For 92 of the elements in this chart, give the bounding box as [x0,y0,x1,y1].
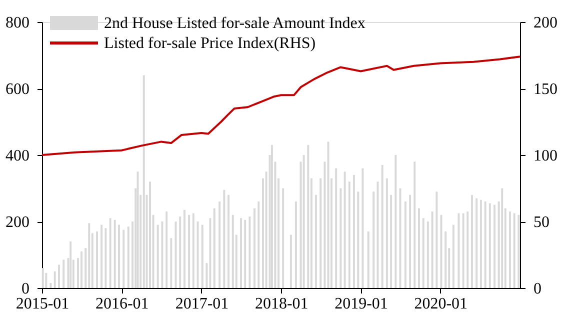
y2-tick-label: 50 [534,214,550,231]
bar [240,218,242,288]
bar [513,213,516,288]
bar [493,204,496,288]
y-tick-label: 400 [6,148,30,164]
bar [436,192,438,288]
bar [196,222,199,288]
bar [307,145,310,288]
bar [192,213,194,288]
bar [501,188,504,288]
y2-tick-label: 0 [534,280,542,298]
bar [409,194,412,288]
bar [348,182,350,288]
bar [458,213,460,288]
bar [431,212,434,288]
bar [156,224,159,288]
bar [462,213,464,288]
line-series [41,56,521,156]
bar [166,212,168,288]
bar [88,223,90,288]
bar [148,182,151,288]
y2-tick-label: 150 [534,81,558,98]
legend-label: 2nd House Listed for-sale Amount Index [104,15,366,32]
bar [118,224,120,288]
bar [480,200,482,288]
bar [476,198,478,288]
bar [508,212,511,288]
bar [253,208,256,288]
bar [290,234,292,288]
y2-tick-label: 100 [534,148,558,164]
bar [223,190,226,288]
bar [218,202,221,288]
bar [426,222,429,288]
x-tick-label: 2017-01 [175,296,229,312]
y-tick-label: 600 [6,81,30,98]
bar [232,214,234,288]
bar [394,155,397,288]
bar [114,220,116,288]
bar [488,203,491,288]
bar [58,264,60,288]
bar [70,241,72,288]
bar [109,218,112,288]
bar [335,168,338,288]
x-tick-label: 2018-01 [254,296,308,312]
bar [452,224,454,288]
bar [282,188,284,288]
bar [201,224,204,288]
bar [390,194,392,288]
bar [104,228,107,288]
bar [352,174,355,288]
bar [96,231,98,288]
bar [161,222,164,288]
bar [362,168,364,288]
bar [471,194,474,288]
bar [315,194,318,288]
bar [179,216,182,288]
bar [399,188,402,288]
bar [414,162,416,288]
bar [244,220,246,288]
bar [518,214,520,288]
x-tick-label: 2015-01 [16,296,70,312]
x-tick-label: 2020-01 [414,296,468,312]
bar [484,202,486,288]
bar [381,164,384,288]
y-tick-label: 200 [6,214,30,231]
bar [466,212,469,288]
bar [440,214,442,288]
bar [170,238,172,288]
y-tick-label: 800 [6,14,30,32]
bar [386,178,388,288]
bar [404,202,406,288]
y2-tick-label: 200 [534,14,558,32]
bar [122,230,125,288]
bar [444,231,447,288]
bar [294,202,297,288]
bar [42,268,44,288]
bar [142,75,145,288]
bar [302,155,305,288]
x-tick-label: 2019-01 [334,296,388,312]
bar [367,231,370,288]
bar [258,202,260,288]
y-tick-label: 0 [22,280,30,298]
bar [174,222,177,288]
x-tick-label: 2016-01 [95,296,149,312]
bar [80,251,82,288]
bar [248,216,251,288]
bar [54,271,56,288]
bar [422,218,424,288]
bar [327,142,330,288]
legend-label: Listed for-sale Price Index(RHS) [104,35,316,52]
bar [357,192,360,288]
bar [127,226,130,288]
